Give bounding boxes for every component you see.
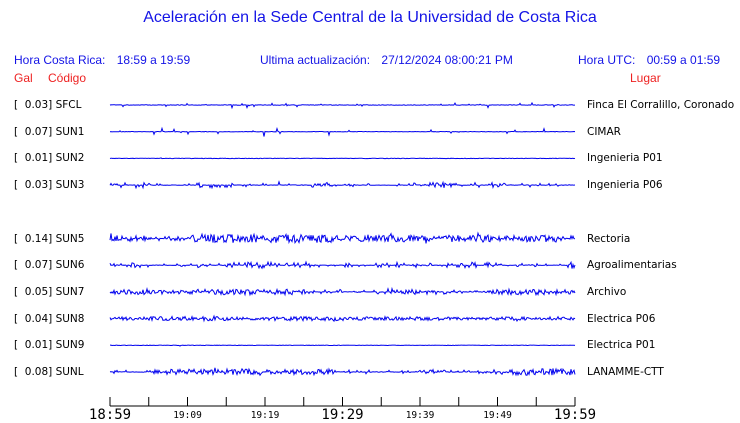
axis-tick-label: 19:19 [250, 410, 280, 421]
station-gal-code-label: [ 0.05] SUN7 [14, 285, 85, 298]
axis-tick-label: 19:39 [405, 410, 435, 421]
station-place-label: Electrica P06 [587, 312, 656, 325]
station-gal-code-label: [ 0.08] SUNL [14, 366, 84, 378]
station-gal-code-label: [ 0.04] SUN8 [14, 312, 85, 325]
trace-SUN3 [109, 180, 576, 190]
trace-SUN7 [109, 286, 576, 297]
ultima-actualizacion-label: Ultima actualización: [260, 53, 371, 67]
hora-utc-value: 00:59 a 01:59 [646, 53, 721, 67]
trace-SUNL [109, 367, 576, 377]
trace-SUN8 [109, 314, 576, 323]
hora-costa-rica-label: Hora Costa Rica: [14, 53, 106, 67]
station-gal-code-label: [ 0.07] SUN6 [14, 259, 85, 272]
station-place-label: CIMAR [587, 125, 621, 138]
station-place-label: Rectoria [587, 232, 631, 245]
station-place-label: Electrica P01 [587, 339, 656, 352]
station-gal-code-label: [ 0.01] SUN2 [14, 152, 85, 165]
trace-SUN9 [110, 344, 576, 347]
trace-SFCL [109, 101, 575, 110]
station-place-label: Archivo [587, 285, 627, 298]
trace-SUN2 [109, 157, 576, 160]
column-header-codigo: Código [48, 71, 87, 85]
station-gal-code-label: [ 0.07] SUN1 [14, 125, 85, 138]
column-header-lugar: Lugar [630, 71, 661, 85]
trace-SUN1 [109, 126, 576, 137]
trace-SUN5 [109, 231, 576, 245]
axis-tick-label: 19:59 [553, 407, 597, 423]
hora-utc-label: Hora UTC: [578, 53, 636, 67]
station-gal-code-label: [ 0.14] SUN5 [14, 232, 85, 245]
station-gal-code-label: [ 0.03] SUN3 [14, 179, 85, 192]
header-hora-costa-rica: Hora Costa Rica: 18:59 a 19:59 [14, 53, 190, 67]
axis-tick-label: 19:29 [321, 407, 364, 423]
station-place-label: Ingenieria P06 [587, 179, 663, 192]
hora-costa-rica-value: 18:59 a 19:59 [116, 53, 191, 67]
header-hora-utc: Hora UTC: 00:59 a 01:59 [578, 53, 720, 67]
station-place-label: LANAMME-CTT [587, 366, 664, 378]
axis-tick-label: 18:59 [88, 407, 132, 423]
station-gal-code-label: [ 0.01] SUN9 [14, 339, 85, 352]
ultima-actualizacion-value: 27/12/2024 08:00:21 PM [381, 53, 513, 67]
time-axis [109, 397, 576, 407]
axis-tick-label: 19:49 [483, 410, 512, 421]
station-place-label: Finca El Corralillo, Coronado [587, 99, 735, 111]
station-gal-code-label: [ 0.03] SFCL [14, 99, 82, 111]
page-title: Aceleración en la Sede Central de la Uni… [143, 9, 597, 26]
column-header-gal: Gal [14, 71, 33, 85]
station-place-label: Agroalimentarias [587, 259, 677, 272]
axis-tick-label: 19:09 [173, 410, 202, 421]
station-place-label: Ingenieria P01 [587, 152, 663, 165]
header-ultima-actualizacion: Ultima actualización: 27/12/2024 08:00:2… [260, 53, 513, 67]
trace-SUN6 [109, 260, 576, 270]
